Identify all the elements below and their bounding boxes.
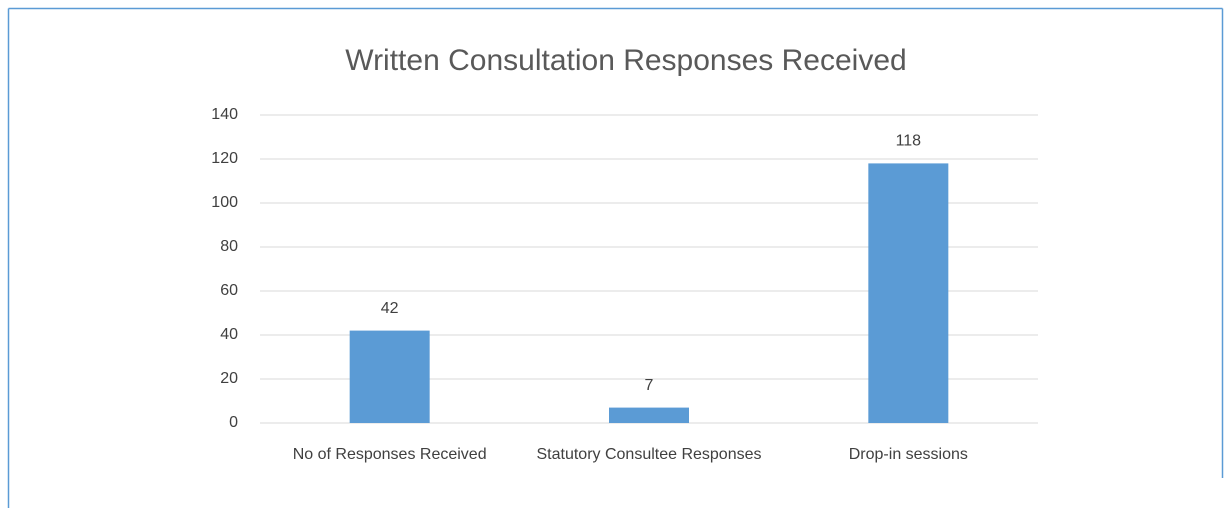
y-tick-label: 80 (220, 238, 238, 255)
y-tick-label: 140 (211, 106, 238, 123)
data-label: 118 (896, 133, 922, 150)
x-tick-label: Drop-in sessions (849, 446, 968, 463)
bar (868, 163, 949, 423)
data-label: 42 (381, 300, 399, 317)
y-tick-label: 20 (220, 370, 238, 387)
y-tick-label: 120 (211, 150, 238, 167)
x-tick-label: No of Responses Received (293, 446, 487, 463)
bar (349, 330, 430, 423)
x-tick-label: Statutory Consultee Responses (536, 446, 761, 463)
y-tick-label: 60 (220, 282, 238, 299)
y-tick-label: 100 (211, 194, 238, 211)
data-label: 7 (645, 377, 654, 394)
y-tick-label: 40 (220, 326, 238, 343)
y-tick-label: 0 (229, 414, 238, 431)
bar (609, 407, 689, 423)
chart-title: Written Consultation Responses Received (345, 44, 906, 77)
